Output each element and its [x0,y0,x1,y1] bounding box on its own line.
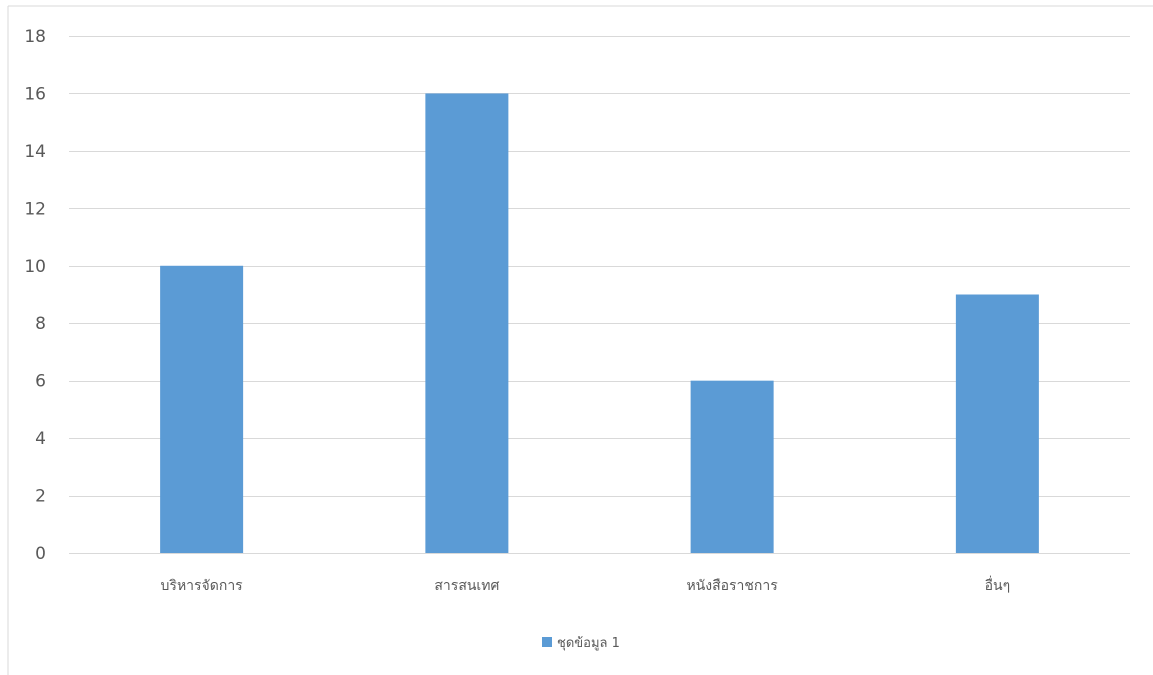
bar [425,93,509,553]
bar [160,265,244,553]
y-tick-label: 4 [35,429,46,449]
y-tick-label: 12 [24,199,46,219]
x-category-label: หนังสือราชการ [686,578,778,594]
x-category-label: บริหารจัดการ [161,578,244,594]
legend: ชุดข้อมูล 1 [542,636,620,651]
y-tick-label: 2 [35,487,46,507]
y-tick-label: 16 [24,84,46,104]
y-tick-label: 18 [24,27,46,47]
y-tick-label: 6 [35,372,46,392]
gridlines [69,36,1130,554]
y-axis-tick-labels: 0 2 4 6 8 10 12 14 16 18 [24,27,46,564]
y-tick-label: 14 [24,142,46,162]
x-category-label: สารสนเทศ [434,578,499,594]
y-tick-label: 8 [35,314,46,334]
y-tick-label: 0 [35,544,46,564]
legend-swatch [542,637,552,647]
bar [955,294,1039,553]
x-category-label: อื่นๆ [985,576,1011,594]
bar-series [160,93,1039,553]
legend-label: ชุดข้อมูล 1 [557,636,620,651]
bar [690,380,774,553]
x-axis-category-labels: บริหารจัดการ สารสนเทศ หนังสือราชการ อื่นๆ [161,576,1011,594]
y-tick-label: 10 [24,257,46,277]
